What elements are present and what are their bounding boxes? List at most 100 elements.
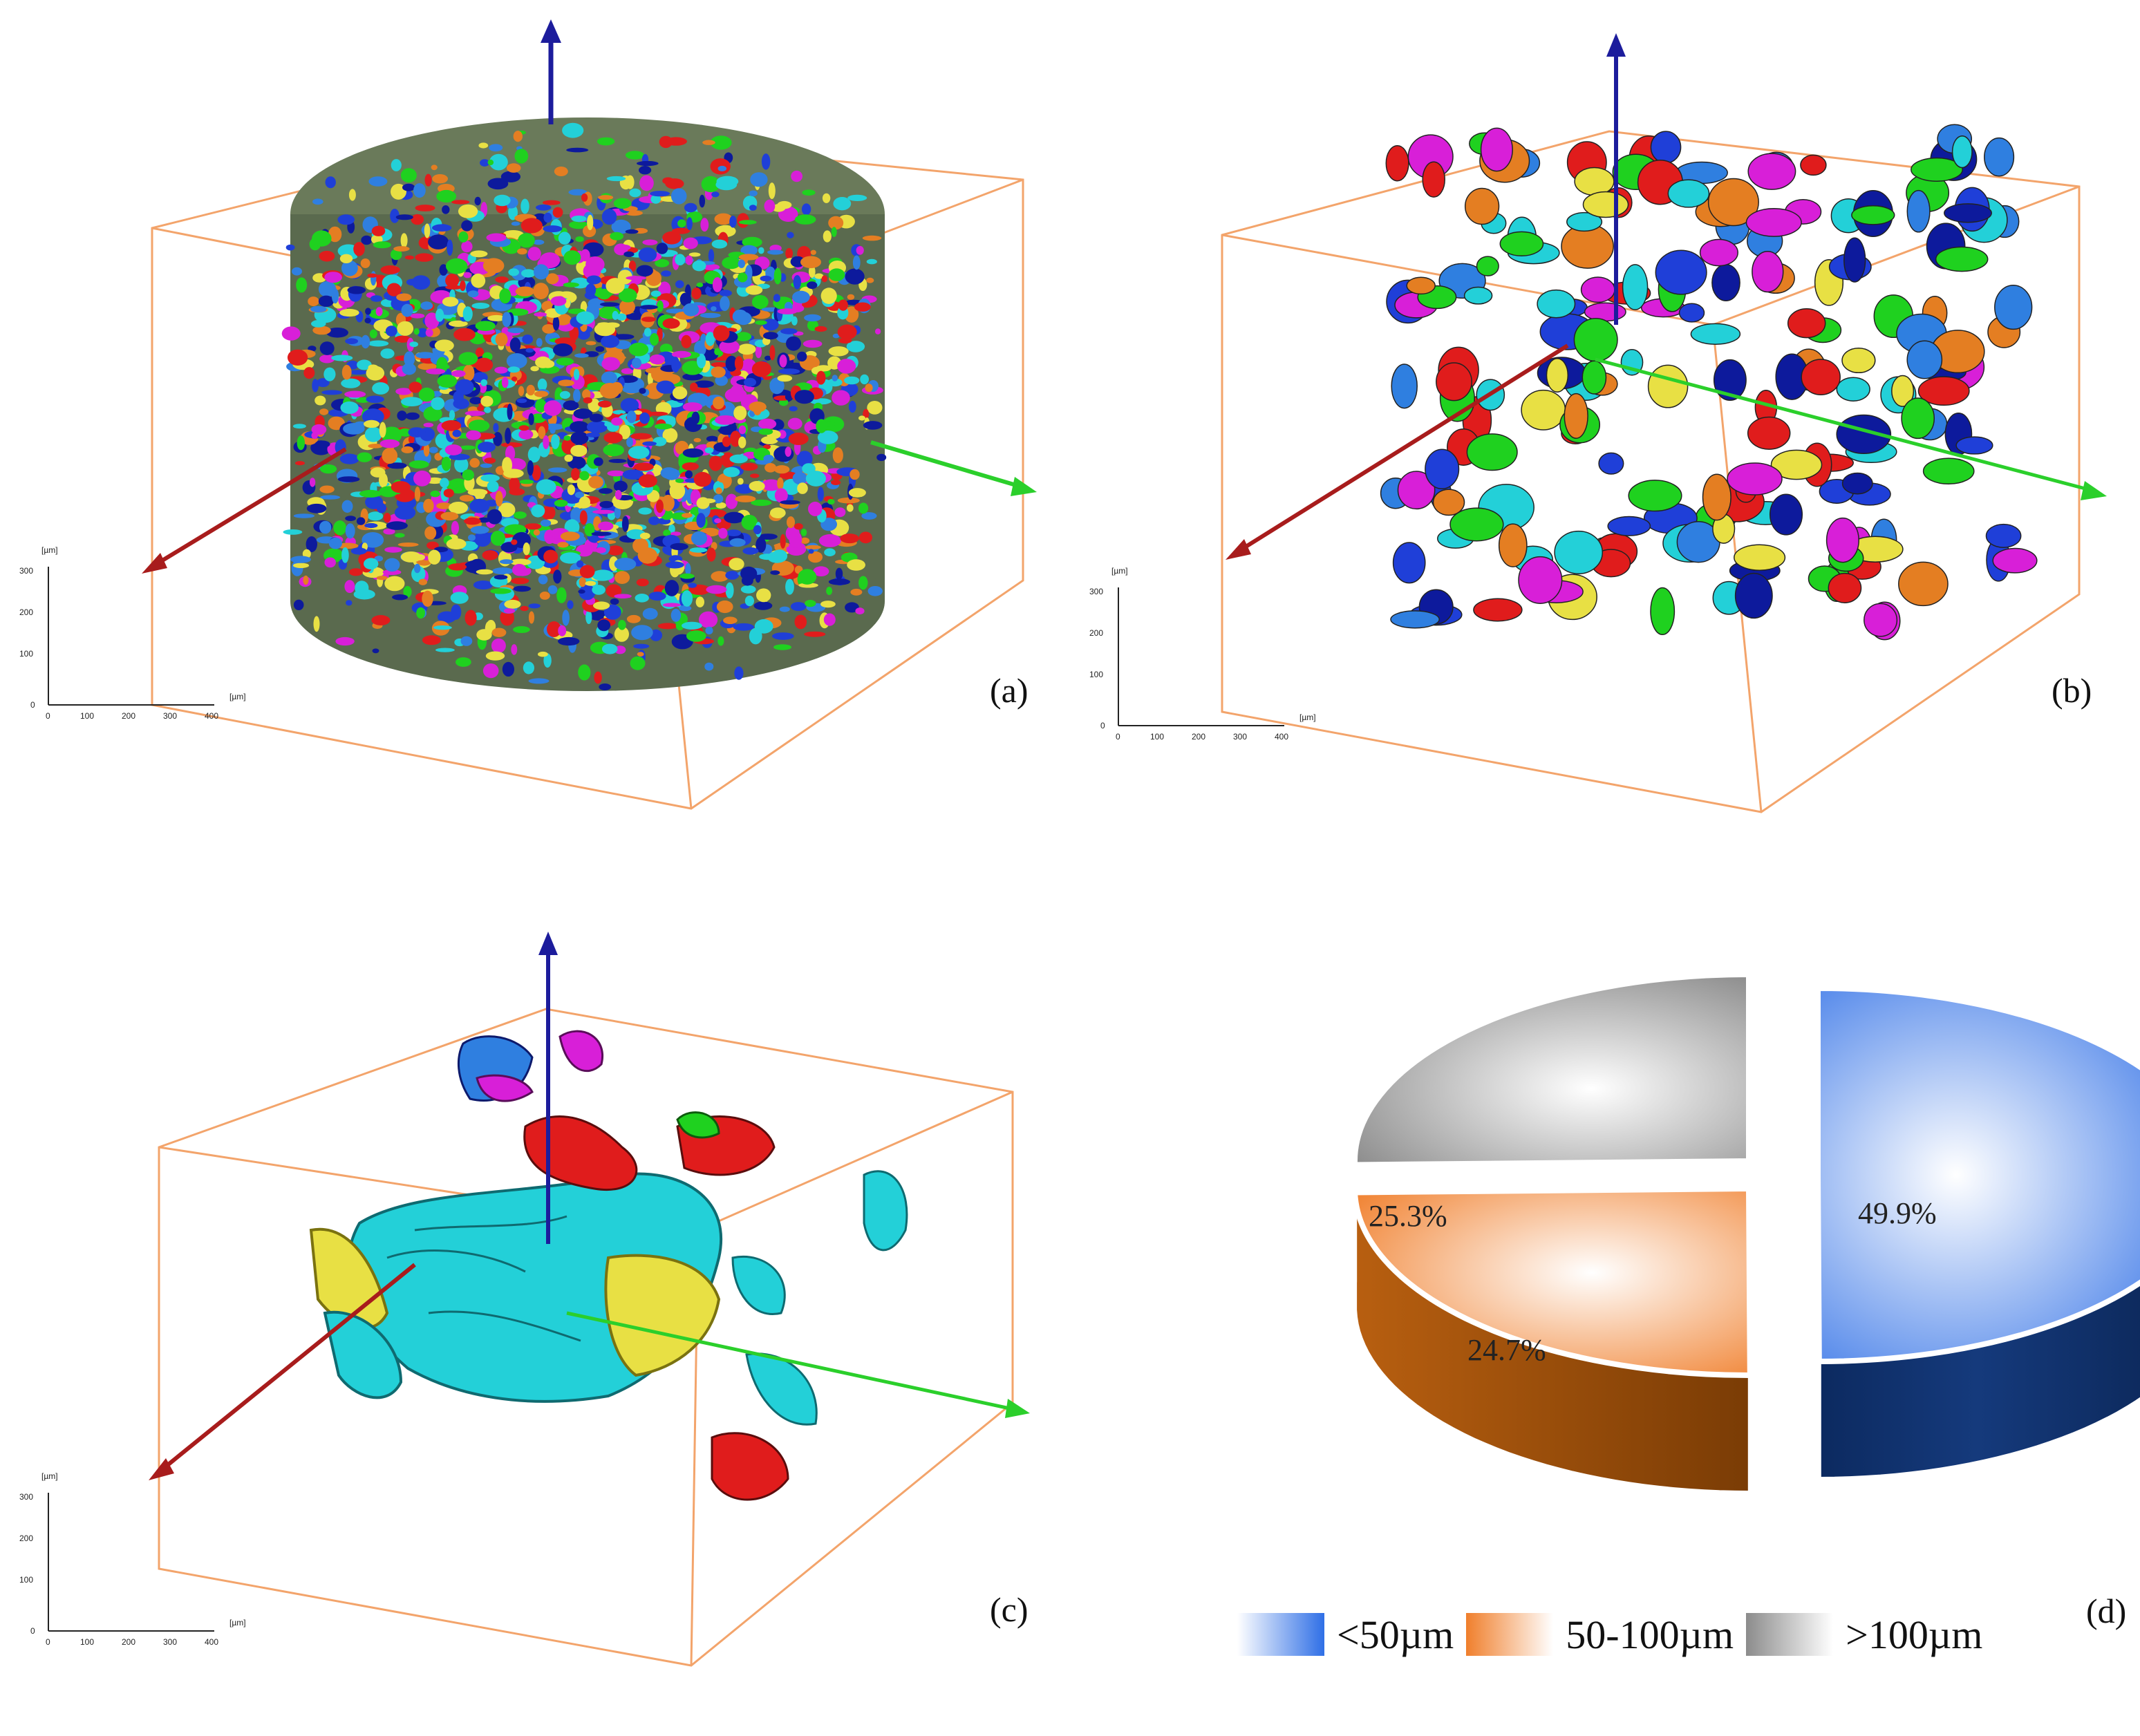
scale-unit-x: [µm] (229, 692, 246, 701)
slice-over-100 (1352, 971, 1752, 1168)
particle (780, 534, 786, 549)
particle (469, 457, 480, 468)
particle (677, 219, 686, 228)
particle (607, 470, 625, 477)
particle (585, 581, 597, 586)
particle (445, 274, 460, 287)
particle (372, 382, 389, 395)
particle (1564, 393, 1588, 439)
particle (642, 239, 658, 245)
particle (585, 610, 592, 624)
particle (823, 613, 836, 626)
particle (1727, 462, 1783, 496)
particle (1906, 189, 1931, 233)
particle (847, 294, 855, 300)
particle (858, 531, 872, 544)
particle (619, 288, 637, 303)
particle (837, 497, 860, 504)
particle (546, 273, 559, 285)
particle (1770, 449, 1823, 480)
legend-item-over-100: >100µm (1746, 1612, 1982, 1658)
particle (721, 452, 735, 468)
particle (507, 366, 520, 373)
particle (715, 375, 728, 386)
particle (414, 487, 421, 502)
particle (449, 320, 468, 327)
particle (558, 379, 574, 386)
particle (1745, 207, 1802, 237)
particle (385, 326, 397, 337)
data-label-over-100: 25.3% (1369, 1199, 1447, 1233)
particle (454, 457, 469, 473)
particle (339, 453, 359, 464)
particle (320, 495, 340, 500)
scale-tick-y: 0 (30, 1626, 35, 1636)
particle (348, 370, 368, 375)
particle (514, 149, 529, 164)
particle (350, 547, 367, 555)
particle (462, 364, 475, 381)
particle (582, 389, 591, 399)
particle (601, 371, 617, 386)
particle (706, 585, 727, 594)
particle (397, 321, 414, 336)
particle (494, 574, 508, 580)
slice-50-100 (1351, 1185, 1753, 1379)
particle (633, 643, 650, 649)
particle (689, 547, 708, 553)
particle (396, 293, 412, 301)
particle (794, 214, 816, 225)
particle (512, 564, 527, 576)
particle (528, 603, 541, 609)
particle (451, 520, 460, 535)
particle (711, 306, 717, 312)
particle (846, 341, 865, 352)
particle (816, 370, 826, 385)
particle (404, 255, 415, 260)
panel-b: [µm] 300 200 100 0 [µm] 0 100 200 300 40… (1070, 0, 2140, 829)
particle (562, 122, 584, 138)
particle (599, 488, 613, 494)
particle (711, 366, 726, 378)
particle (729, 216, 737, 228)
particle (285, 244, 295, 251)
particle (619, 299, 635, 315)
particle (797, 482, 808, 494)
particle (507, 328, 525, 334)
particle (316, 378, 330, 388)
particle (462, 306, 473, 322)
particle (448, 563, 467, 571)
particle (639, 412, 650, 424)
particle (1898, 561, 1949, 607)
particle (741, 514, 758, 530)
particle (528, 611, 535, 624)
particle (745, 285, 763, 295)
particle (637, 547, 657, 564)
particle (1906, 340, 1943, 379)
particle (639, 175, 654, 191)
particle (553, 569, 562, 584)
particle (511, 577, 529, 585)
particle (792, 471, 808, 485)
particle (1713, 359, 1747, 401)
particle (323, 367, 336, 381)
particle (552, 207, 563, 218)
particle (513, 511, 527, 519)
pie-legend: <50µm 50-100µm >100µm (1237, 1603, 1995, 1666)
particle (523, 542, 530, 556)
particle (532, 464, 541, 481)
particle (773, 465, 790, 474)
particle (714, 213, 733, 225)
particle (366, 395, 384, 404)
particle (491, 628, 507, 637)
particle (863, 421, 883, 430)
scale-bar: [µm] 300 200 100 0 [µm] 0 100 200 300 40… (19, 1471, 246, 1647)
particle (359, 489, 382, 498)
particle (1466, 433, 1518, 471)
particle (866, 258, 877, 265)
particle (485, 651, 505, 661)
particle (576, 311, 594, 325)
particle (341, 547, 349, 563)
particle (491, 638, 506, 653)
particle (832, 447, 843, 464)
